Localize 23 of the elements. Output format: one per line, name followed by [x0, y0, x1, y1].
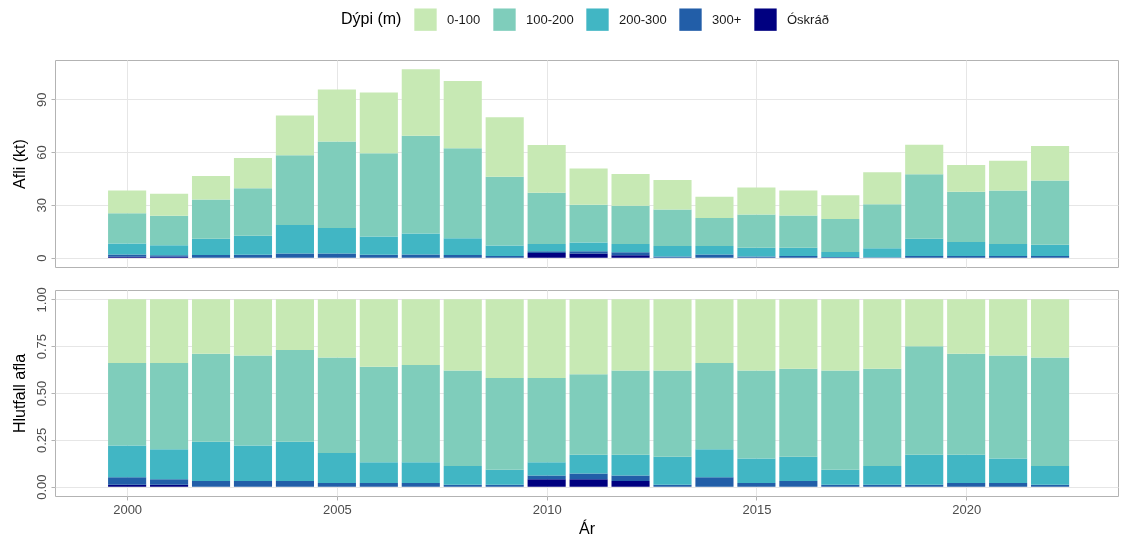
y-tick-label: 60 [33, 145, 49, 160]
y-tick-label: 0.75 [33, 334, 49, 360]
legend-title: Dýpi (m) [341, 10, 402, 27]
legend-label: Óskráð [787, 11, 829, 27]
y-tick-label: 90 [33, 92, 49, 107]
legend-label: 100-200 [526, 11, 574, 27]
x-axis-title: Ár [579, 518, 596, 537]
y-tick-label: 0.25 [33, 427, 49, 453]
x-tick-label: 2010 [532, 501, 562, 517]
y-tick-label: 0 [33, 254, 49, 262]
x-tick-label: 2000 [113, 501, 143, 517]
y-axis-title: Afli (kt) [10, 139, 28, 189]
y-tick-label: 0.00 [33, 474, 49, 500]
x-tick-label: 2020 [952, 501, 982, 517]
x-tick-label: 2005 [322, 501, 352, 517]
x-tick-label: 2015 [742, 501, 772, 517]
y-tick-label: 1.00 [33, 287, 49, 313]
y-axis-title: Hlutfall afla [10, 353, 28, 434]
legend-label: 0-100 [447, 11, 481, 27]
legend-label: 300+ [712, 11, 742, 27]
legend-label: 200-300 [619, 11, 667, 27]
y-tick-label: 30 [33, 198, 49, 213]
y-tick-label: 0.50 [33, 380, 49, 407]
